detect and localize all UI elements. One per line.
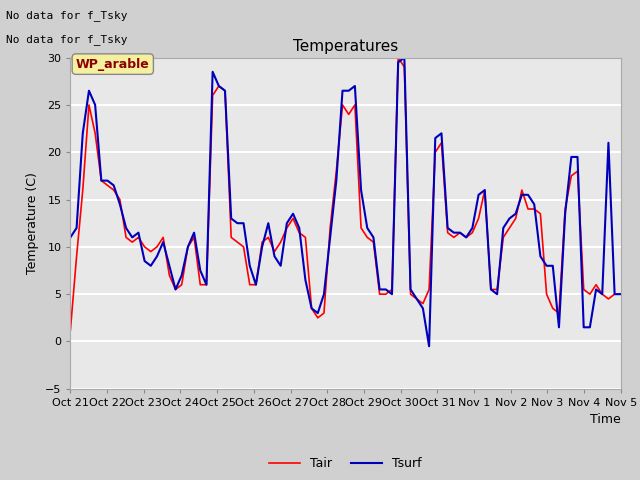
Tair	[394, 55, 402, 60]
Text: No data for f_Tsky: No data for f_Tsky	[6, 10, 128, 21]
Y-axis label: Temperature (C): Temperature (C)	[26, 172, 40, 274]
Tsurf	[617, 291, 625, 297]
Title: Temperatures: Temperatures	[293, 39, 398, 54]
Tsurf	[425, 343, 433, 349]
Tsurf	[401, 55, 408, 60]
Text: WP_arable: WP_arable	[76, 58, 150, 71]
Tair	[617, 291, 625, 297]
Tsurf	[462, 235, 470, 240]
Tair	[598, 291, 606, 297]
Line: Tsurf: Tsurf	[70, 58, 621, 346]
Tsurf	[536, 253, 544, 259]
Line: Tair: Tair	[70, 58, 621, 330]
Tair	[67, 327, 74, 333]
Tsurf	[234, 220, 241, 226]
Tair	[456, 230, 464, 236]
Tsurf	[67, 235, 74, 240]
Tsurf	[549, 263, 557, 269]
Legend: Tair, Tsurf: Tair, Tsurf	[264, 452, 427, 475]
Tair	[543, 291, 550, 297]
Tair	[531, 206, 538, 212]
Tair	[141, 244, 148, 250]
Tsurf	[605, 140, 612, 145]
Tair	[234, 239, 241, 245]
X-axis label: Time: Time	[590, 413, 621, 426]
Tsurf	[141, 258, 148, 264]
Text: No data for f_Tsky: No data for f_Tsky	[6, 34, 128, 45]
